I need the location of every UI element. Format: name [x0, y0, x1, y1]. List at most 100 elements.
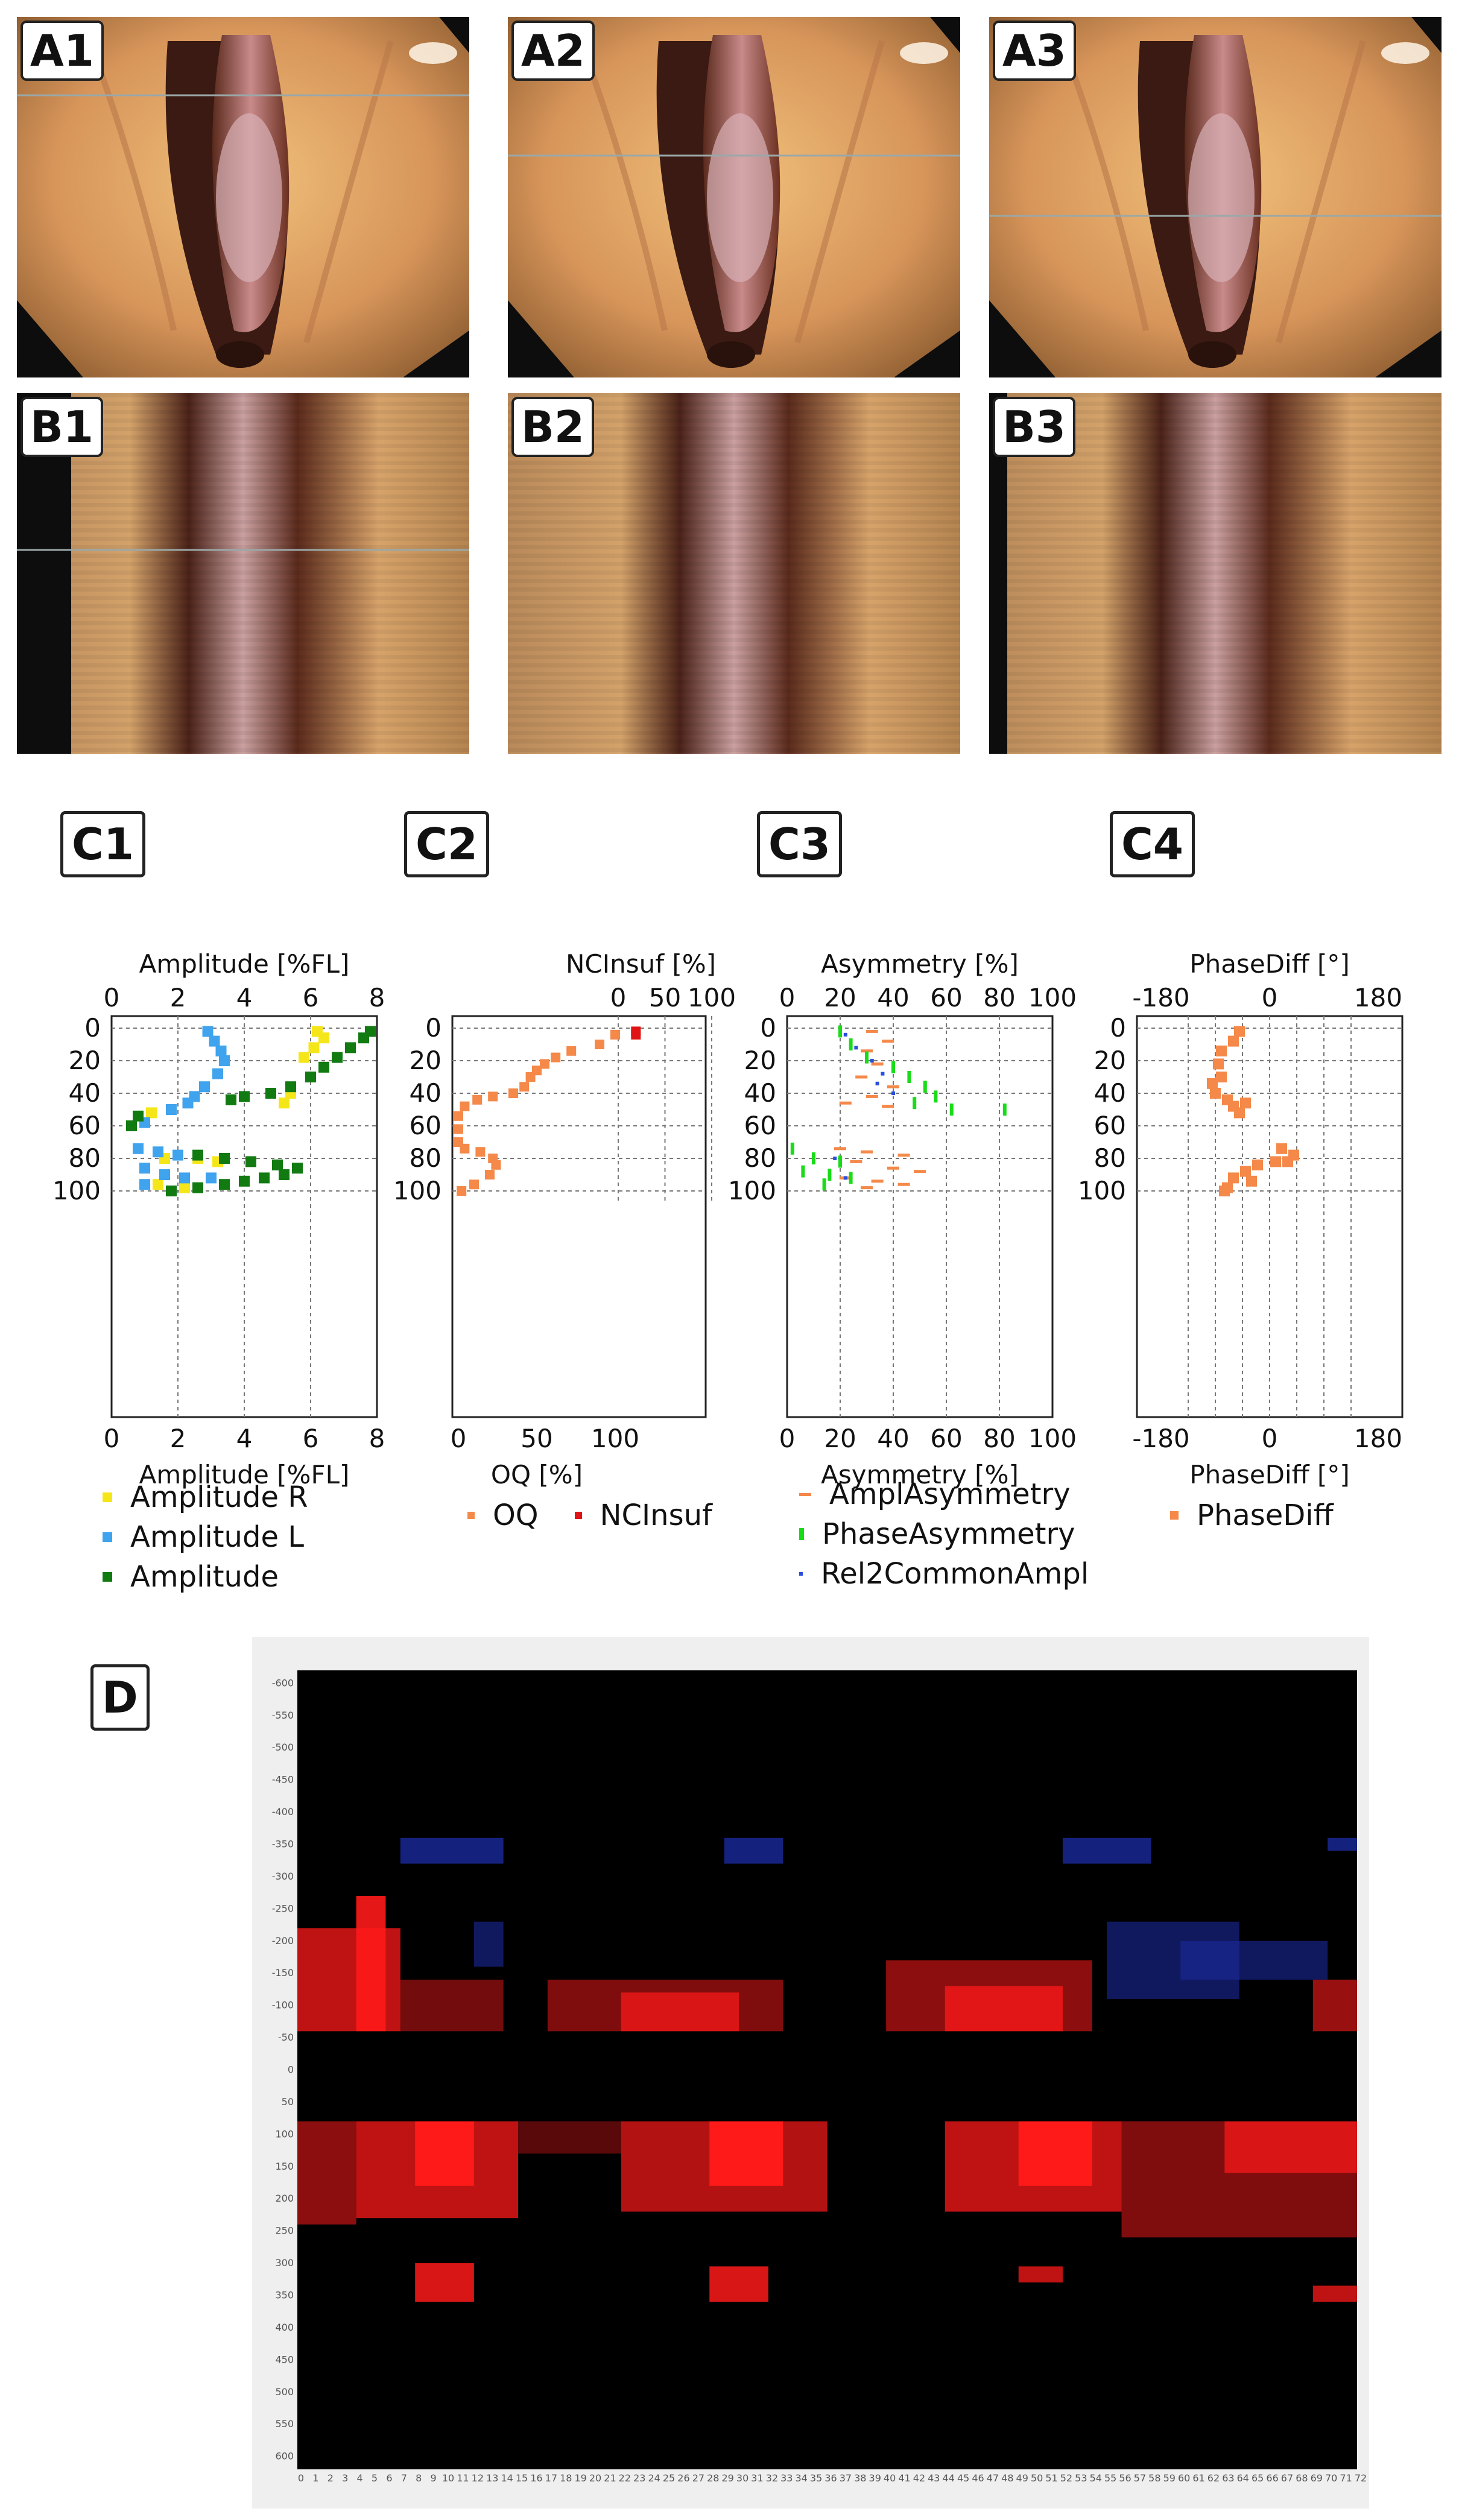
- x-tick-label-bottom: 0: [104, 1424, 120, 1453]
- data-point-amplitude-l: [153, 1146, 163, 1158]
- data-point-amplitude: [259, 1172, 270, 1184]
- x-tick-label-top: 80: [983, 983, 1015, 1012]
- data-point-amplitude-l: [182, 1097, 194, 1109]
- plot-frame: [786, 1015, 1054, 1418]
- x-tick-label-bottom: 0: [451, 1424, 467, 1453]
- photo-b3: B3: [989, 393, 1442, 754]
- heatmap-x-tick-label: 71: [1340, 2472, 1352, 2484]
- data-point-oq: [491, 1160, 501, 1170]
- heatmap-cell: [1018, 2266, 1063, 2283]
- data-point-rel2commonampl: [881, 1072, 885, 1076]
- heatmap-x-tick-label: 53: [1075, 2472, 1087, 2484]
- heatmap-y-tick-label: 600: [275, 2451, 294, 2462]
- heatmap-x-tick-label: 33: [780, 2472, 793, 2484]
- heatmap-y-tick-label: 350: [275, 2289, 294, 2301]
- data-point-amplasymmetry: [887, 1085, 899, 1088]
- heatmap-x-tick-label: 32: [766, 2472, 778, 2484]
- y-tick-label: 100: [52, 1176, 101, 1205]
- data-point-phaseasymmetry: [891, 1061, 895, 1073]
- x-axis-label-bottom: Amplitude [%FL]: [139, 1460, 350, 1489]
- data-point-amplitude-l: [212, 1068, 223, 1079]
- legend-swatch-amplitude-l: [103, 1532, 112, 1542]
- data-point-amplitude: [192, 1182, 203, 1193]
- panel-label-c2: C2: [404, 811, 489, 877]
- data-point-rel2commonampl: [891, 1091, 895, 1095]
- photo-label-a2: A2: [511, 21, 595, 81]
- heatmap-x-tick-label: 44: [943, 2472, 955, 2484]
- heatmap-x-tick-label: 16: [530, 2472, 542, 2484]
- data-point-phasediff: [1228, 1035, 1239, 1047]
- y-tick-label: 20: [69, 1046, 101, 1075]
- data-point-phasediff: [1207, 1078, 1218, 1089]
- data-point-amplitude-l: [215, 1045, 227, 1056]
- data-point-amplitude: [318, 1061, 329, 1073]
- data-point-amplitude-l: [179, 1172, 190, 1184]
- heatmap-x-tick-label: 2: [328, 2472, 334, 2484]
- data-point-amplitude-l: [206, 1172, 217, 1184]
- heatmap-x-tick-label: 19: [574, 2472, 586, 2484]
- legend-swatch-phasediff: [1170, 1511, 1179, 1520]
- data-point-phaseasymmetry: [828, 1169, 832, 1181]
- data-point-phasediff: [1240, 1166, 1251, 1177]
- heatmap-x-tick-label: 20: [589, 2472, 601, 2484]
- data-point-amplasymmetry: [882, 1105, 894, 1108]
- heatmap-x-tick-label: 12: [472, 2472, 484, 2484]
- y-tick-label: 80: [410, 1143, 441, 1173]
- heatmap-cell: [415, 2121, 474, 2186]
- legend-label-rel2commonampl: Rel2CommonAmpl: [821, 1557, 1089, 1591]
- y-tick-label: 60: [410, 1111, 441, 1140]
- heatmap-x-tick-label: 54: [1090, 2472, 1102, 2484]
- data-point-amplitude-r: [308, 1042, 320, 1053]
- data-point-rel2commonampl: [843, 1176, 847, 1180]
- x-tick-label-top: 50: [649, 983, 681, 1012]
- x-tick-label-top: 100: [1028, 983, 1077, 1012]
- legend-c1: Amplitude R Amplitude L Amplitude: [103, 1477, 308, 1597]
- data-point-phaseasymmetry: [865, 1051, 869, 1064]
- heatmap-y-tick-label: 0: [288, 2064, 294, 2076]
- x-tick-label-bottom: 40: [877, 1424, 909, 1453]
- heatmap-x-tick-label: 42: [913, 2472, 925, 2484]
- data-point-amplitude: [192, 1149, 203, 1161]
- heatmap-x-tick-label: 9: [431, 2472, 437, 2484]
- heatmap-x-tick-label: 58: [1148, 2472, 1160, 2484]
- heatmap-y-tick-label: 550: [275, 2418, 294, 2430]
- heatmap-y-tick-label: 300: [275, 2257, 294, 2269]
- data-point-phaseasymmetry: [812, 1152, 815, 1164]
- data-point-phaseasymmetry: [801, 1165, 805, 1178]
- legend-label-phasediff: PhaseDiff: [1197, 1498, 1334, 1532]
- x-axis-label-top: Asymmetry [%]: [821, 949, 1019, 979]
- data-point-amplitude-l: [219, 1055, 230, 1066]
- photo-label-b2: B2: [511, 397, 594, 457]
- data-point-amplitude-l: [139, 1163, 150, 1174]
- data-point-amplitude: [345, 1042, 356, 1053]
- data-point-amplasymmetry: [897, 1154, 910, 1157]
- data-point-phaseasymmetry: [838, 1025, 842, 1038]
- photo-label-b1: B1: [21, 397, 103, 457]
- heatmap-x-tick-label: 59: [1163, 2472, 1176, 2484]
- data-point-amplitude: [305, 1072, 316, 1082]
- legend-swatch-oq: [467, 1512, 475, 1519]
- heatmap-cell: [1180, 1941, 1328, 1980]
- legend-item: AmplAsymmetry: [799, 1474, 1089, 1514]
- heatmap-x-tick-label: 60: [1178, 2472, 1190, 2484]
- x-tick-label-top: 20: [824, 983, 856, 1012]
- data-point-amplitude: [332, 1052, 343, 1063]
- x-tick-label-top: 2: [170, 983, 186, 1012]
- legend-label-amplitude-l: Amplitude L: [130, 1520, 304, 1554]
- data-point-amplitude: [133, 1110, 144, 1122]
- data-point-rel2commonampl: [875, 1081, 879, 1085]
- y-tick-label: 100: [393, 1176, 441, 1205]
- x-axis-label-bottom: OQ [%]: [491, 1460, 583, 1489]
- x-tick-label-top: 40: [877, 983, 909, 1012]
- legend-item: Rel2CommonAmpl: [799, 1554, 1089, 1594]
- data-point-rel2commonampl: [870, 1059, 874, 1063]
- heatmap-x-tick-label: 51: [1045, 2472, 1057, 2484]
- data-point-rel2commonampl: [854, 1046, 858, 1050]
- heatmap-cell: [1018, 2121, 1092, 2186]
- heatmap-y-tick-label: -600: [272, 1677, 294, 1688]
- data-point-amplitude: [358, 1032, 369, 1044]
- x-tick-label-bottom: 100: [1028, 1424, 1077, 1453]
- data-point-amplitude: [126, 1120, 137, 1131]
- heatmap-x-tick-label: 57: [1134, 2472, 1146, 2484]
- legend-swatch-amplitude-r: [103, 1492, 112, 1502]
